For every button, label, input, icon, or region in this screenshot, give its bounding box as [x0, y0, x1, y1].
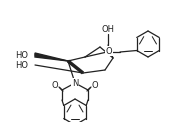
Text: OH: OH [101, 25, 115, 35]
Polygon shape [35, 53, 68, 61]
Text: O: O [106, 46, 112, 56]
Text: O: O [52, 81, 58, 90]
Text: O: O [92, 81, 98, 90]
Text: HO: HO [15, 61, 28, 70]
Text: N: N [72, 78, 78, 87]
Text: HO: HO [15, 51, 28, 60]
